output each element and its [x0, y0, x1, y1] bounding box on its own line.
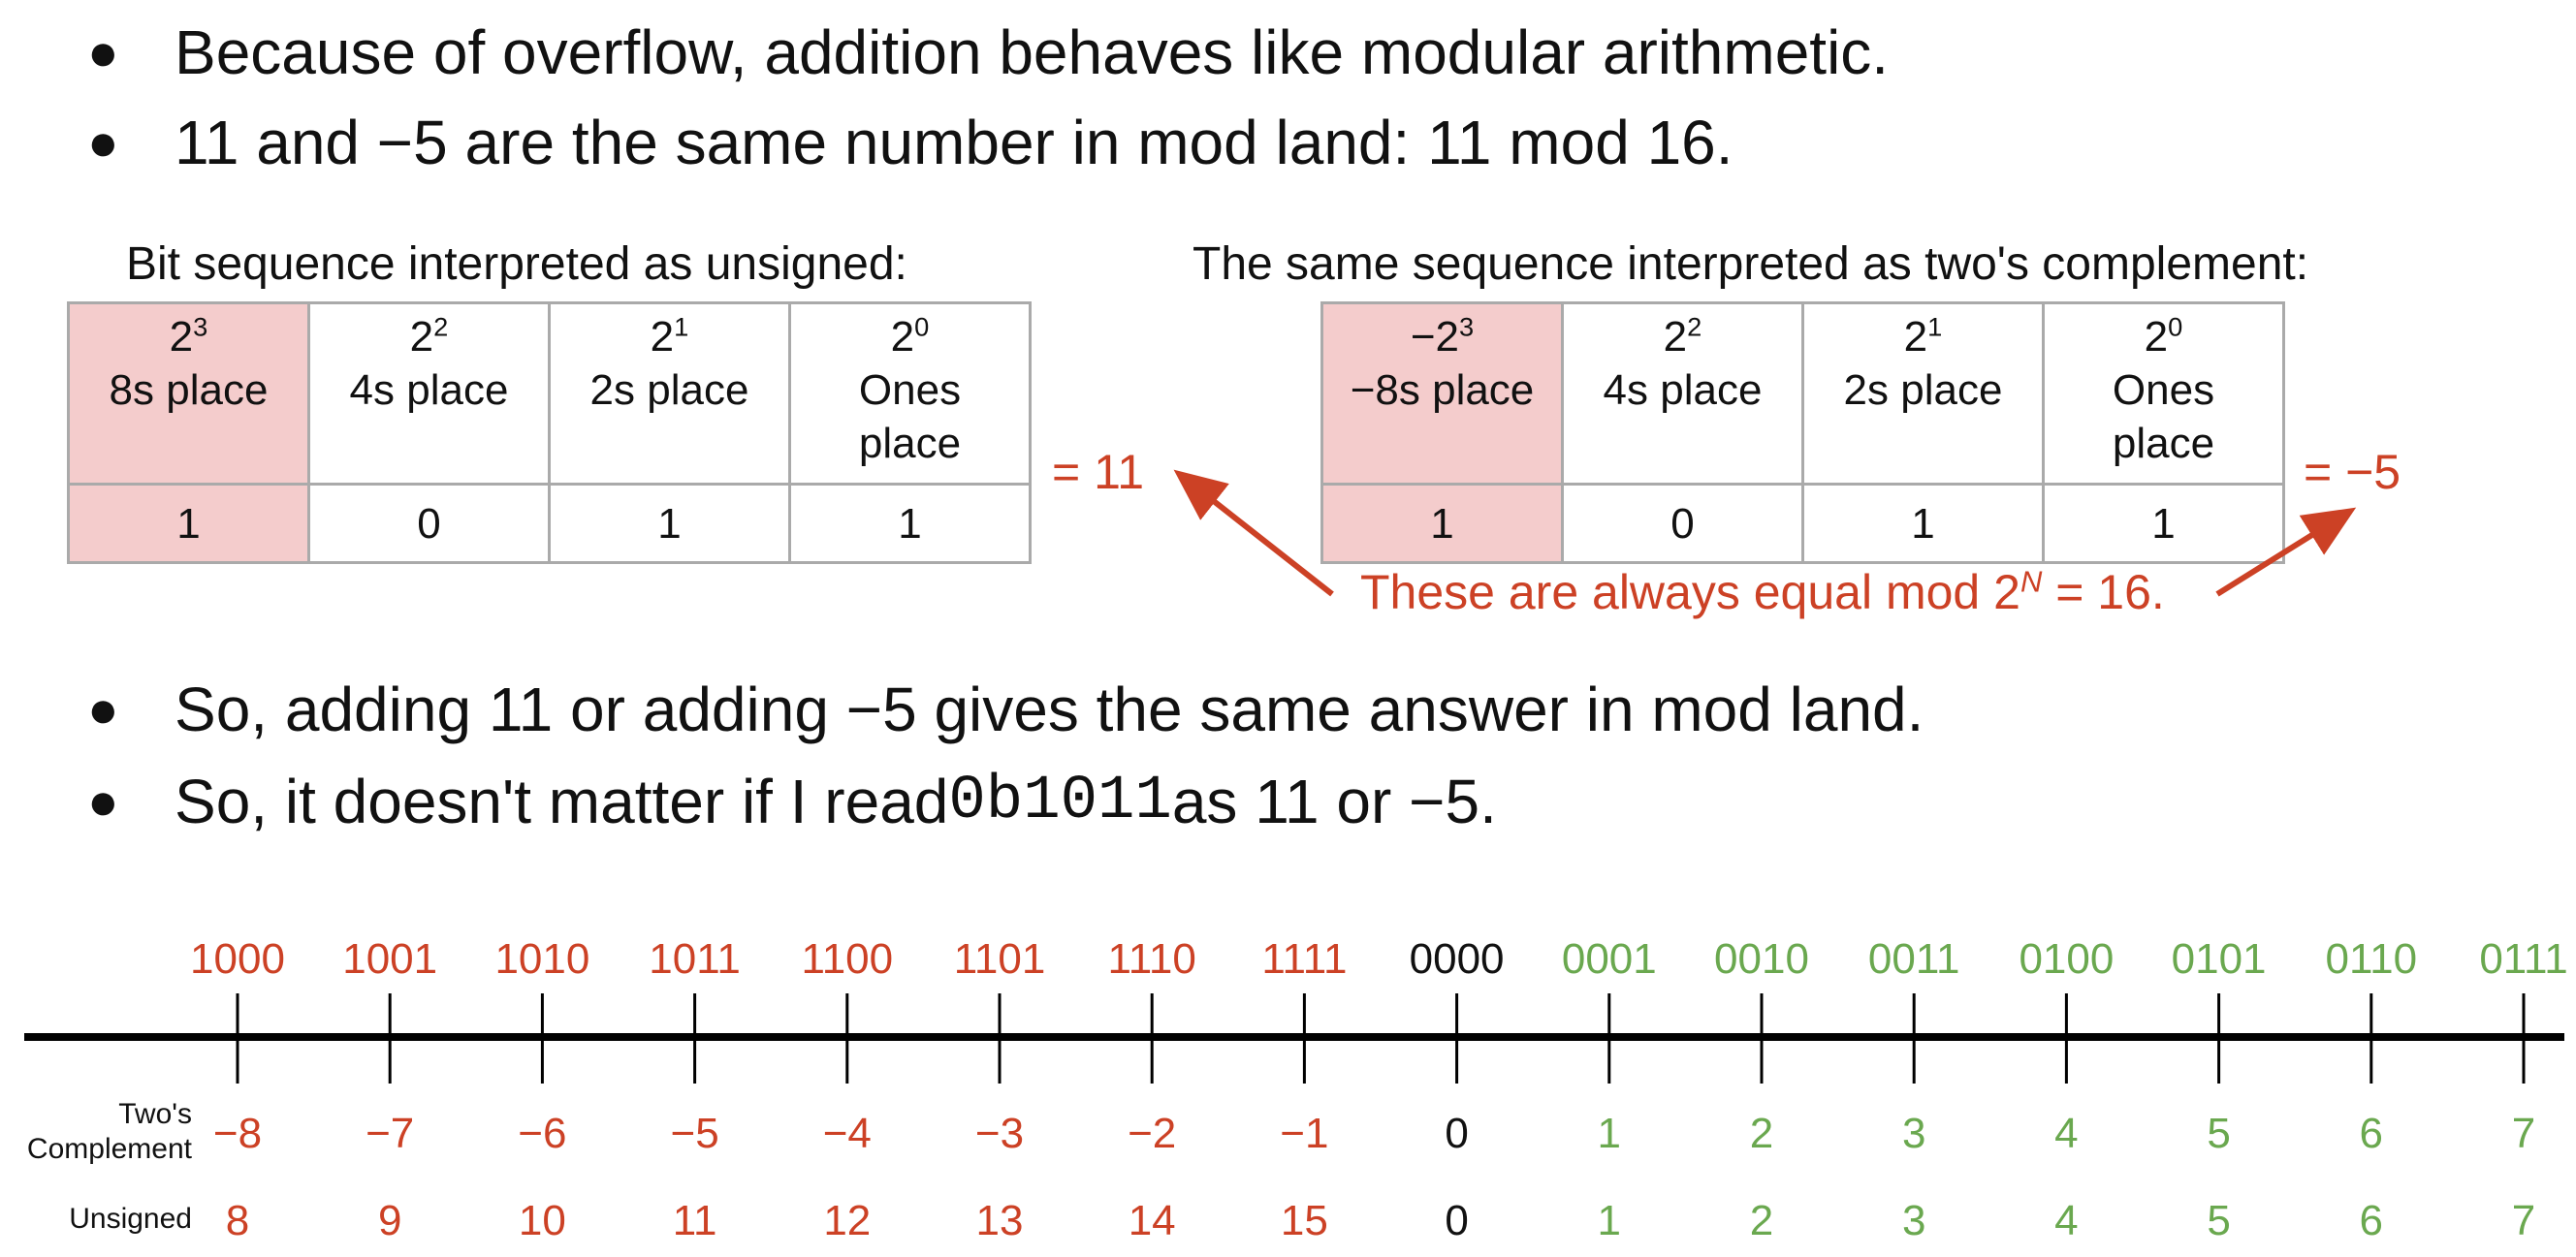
twos-value: −1 [1280, 1110, 1329, 1157]
bullet-adding: ● So, adding 11 or adding −5 gives the s… [87, 678, 1924, 740]
unsigned-bit-value: 1 [548, 483, 791, 564]
unsigned-value: 6 [2359, 1197, 2384, 1244]
unsigned-value: 9 [377, 1197, 402, 1244]
binary-label: 1101 [953, 935, 1046, 983]
bullet-same-number: ● 11 and −5 are the same number in mod l… [87, 111, 1733, 173]
binary-label: 0010 [1714, 935, 1809, 983]
twos-bit-value: 1 [1320, 483, 1564, 564]
twos-value: −7 [366, 1110, 415, 1157]
unsigned-bit-value: 1 [788, 483, 1032, 564]
twos-bit-value: 1 [2042, 483, 2285, 564]
twos-result: = −5 [2304, 445, 2401, 499]
twos-value: 1 [1597, 1110, 1622, 1157]
bullet-text: Because of overflow, addition behaves li… [175, 17, 1890, 87]
twos-value: −3 [974, 1110, 1025, 1157]
twos-value: −6 [518, 1110, 567, 1157]
twos-value: 2 [1749, 1110, 1774, 1157]
binary-label: 0111 [2479, 935, 2568, 983]
unsigned-value: 7 [2511, 1197, 2536, 1244]
twos-bit-value: 1 [1801, 483, 2045, 564]
bullet-read-as: ● So, it doesn't matter if I read 0b1011… [87, 770, 1497, 833]
bullet-dot: ● [87, 772, 119, 831]
binary-label: 1100 [801, 935, 894, 983]
unsigned-value: 2 [1749, 1197, 1774, 1244]
unsigned-value: 13 [975, 1197, 1024, 1244]
bullet-dot: ● [87, 23, 119, 81]
bullet-dot: ● [87, 680, 119, 738]
twos-bit-value: 0 [1561, 483, 1804, 564]
unsigned-result: = 11 [1052, 445, 1144, 499]
binary-label: 1010 [494, 935, 590, 983]
twos-value: −5 [670, 1110, 719, 1157]
unsigned-col-4s: 22 4s place [307, 301, 551, 486]
binary-label: 0101 [2171, 935, 2267, 983]
binary-label: 0011 [1867, 935, 1960, 983]
bullet-text-before: So, it doesn't matter if I read [175, 767, 949, 836]
twos-value: −8 [212, 1110, 263, 1157]
twos-value: 7 [2511, 1110, 2536, 1157]
unsigned-col-8s: 23 8s place [67, 301, 310, 486]
unsigned-value: 11 [672, 1197, 717, 1244]
arrow-to-unsigned-icon [1173, 469, 1334, 597]
twos-value: 3 [1901, 1110, 1926, 1157]
binary-label: 0001 [1561, 935, 1657, 983]
unsigned-value: 4 [2054, 1197, 2079, 1244]
unsigned-bit-value: 1 [67, 483, 310, 564]
twos-value: 4 [2054, 1110, 2079, 1157]
binary-label: 1000 [190, 935, 285, 983]
binary-label: 0000 [1409, 935, 1505, 983]
twos-value: 5 [2207, 1110, 2231, 1157]
unsigned-value: 3 [1901, 1197, 1926, 1244]
unsigned-value: 8 [225, 1197, 250, 1244]
twos-value: −2 [1128, 1110, 1177, 1157]
unsigned-bit-value: 0 [307, 483, 551, 564]
bullet-overflow: ● Because of overflow, addition behaves … [87, 21, 1889, 83]
binary-label: 1111 [1261, 935, 1348, 983]
unsigned-value: 10 [518, 1197, 566, 1244]
twos-value: 6 [2359, 1110, 2384, 1157]
code-literal: 0b1011 [948, 767, 1172, 836]
twos-col-4s: 22 4s place [1561, 301, 1804, 486]
twos-col-2s: 21 2s place [1801, 301, 2045, 486]
unsigned-value: 14 [1128, 1197, 1176, 1244]
binary-label: 1001 [342, 935, 438, 983]
twos-bit-table: −23 −8s place 22 4s place 21 2s place 20 One… [1320, 301, 2285, 564]
binary-label: 0110 [2325, 935, 2418, 983]
unsigned-col-ones: 20 Ones place [788, 301, 1032, 486]
bullet-text: So, adding 11 or adding −5 gives the sam… [175, 675, 1924, 744]
unsigned-col-2s: 21 2s place [548, 301, 791, 486]
bullet-text: 11 and −5 are the same number in mod lan… [175, 108, 1733, 177]
unsigned-table-caption: Bit sequence interpreted as unsigned: [126, 238, 907, 290]
unsigned-value: 0 [1445, 1197, 1469, 1244]
twos-row-label: Two's Complement [26, 1098, 192, 1165]
bullet-dot: ● [87, 113, 119, 172]
binary-label: 0100 [2019, 935, 2115, 983]
unsigned-value: 15 [1280, 1197, 1328, 1244]
bullet-text-after: as 11 or −5. [1171, 767, 1497, 836]
binary-label: 1110 [1107, 935, 1196, 983]
unsigned-value: 5 [2207, 1197, 2231, 1244]
unsigned-bit-table: 23 8s place 22 4s place 21 2s place 20 Ones p… [67, 301, 1032, 564]
unsigned-row-label: Unsigned [69, 1203, 192, 1235]
unsigned-value: 1 [1597, 1197, 1622, 1244]
twos-value: −4 [822, 1110, 872, 1157]
twos-value: 0 [1445, 1110, 1469, 1157]
twos-col-neg8s: −23 −8s place [1320, 301, 1564, 486]
unsigned-value: 12 [823, 1197, 872, 1244]
equal-mod-note: These are always equal mod 2N = 16. [1360, 564, 2165, 619]
arrow-to-twos-icon [2215, 507, 2357, 597]
twos-table-caption: The same sequence interpreted as two's c… [1193, 238, 2309, 290]
binary-label: 1011 [649, 935, 741, 983]
twos-col-ones: 20 Ones place [2042, 301, 2285, 486]
